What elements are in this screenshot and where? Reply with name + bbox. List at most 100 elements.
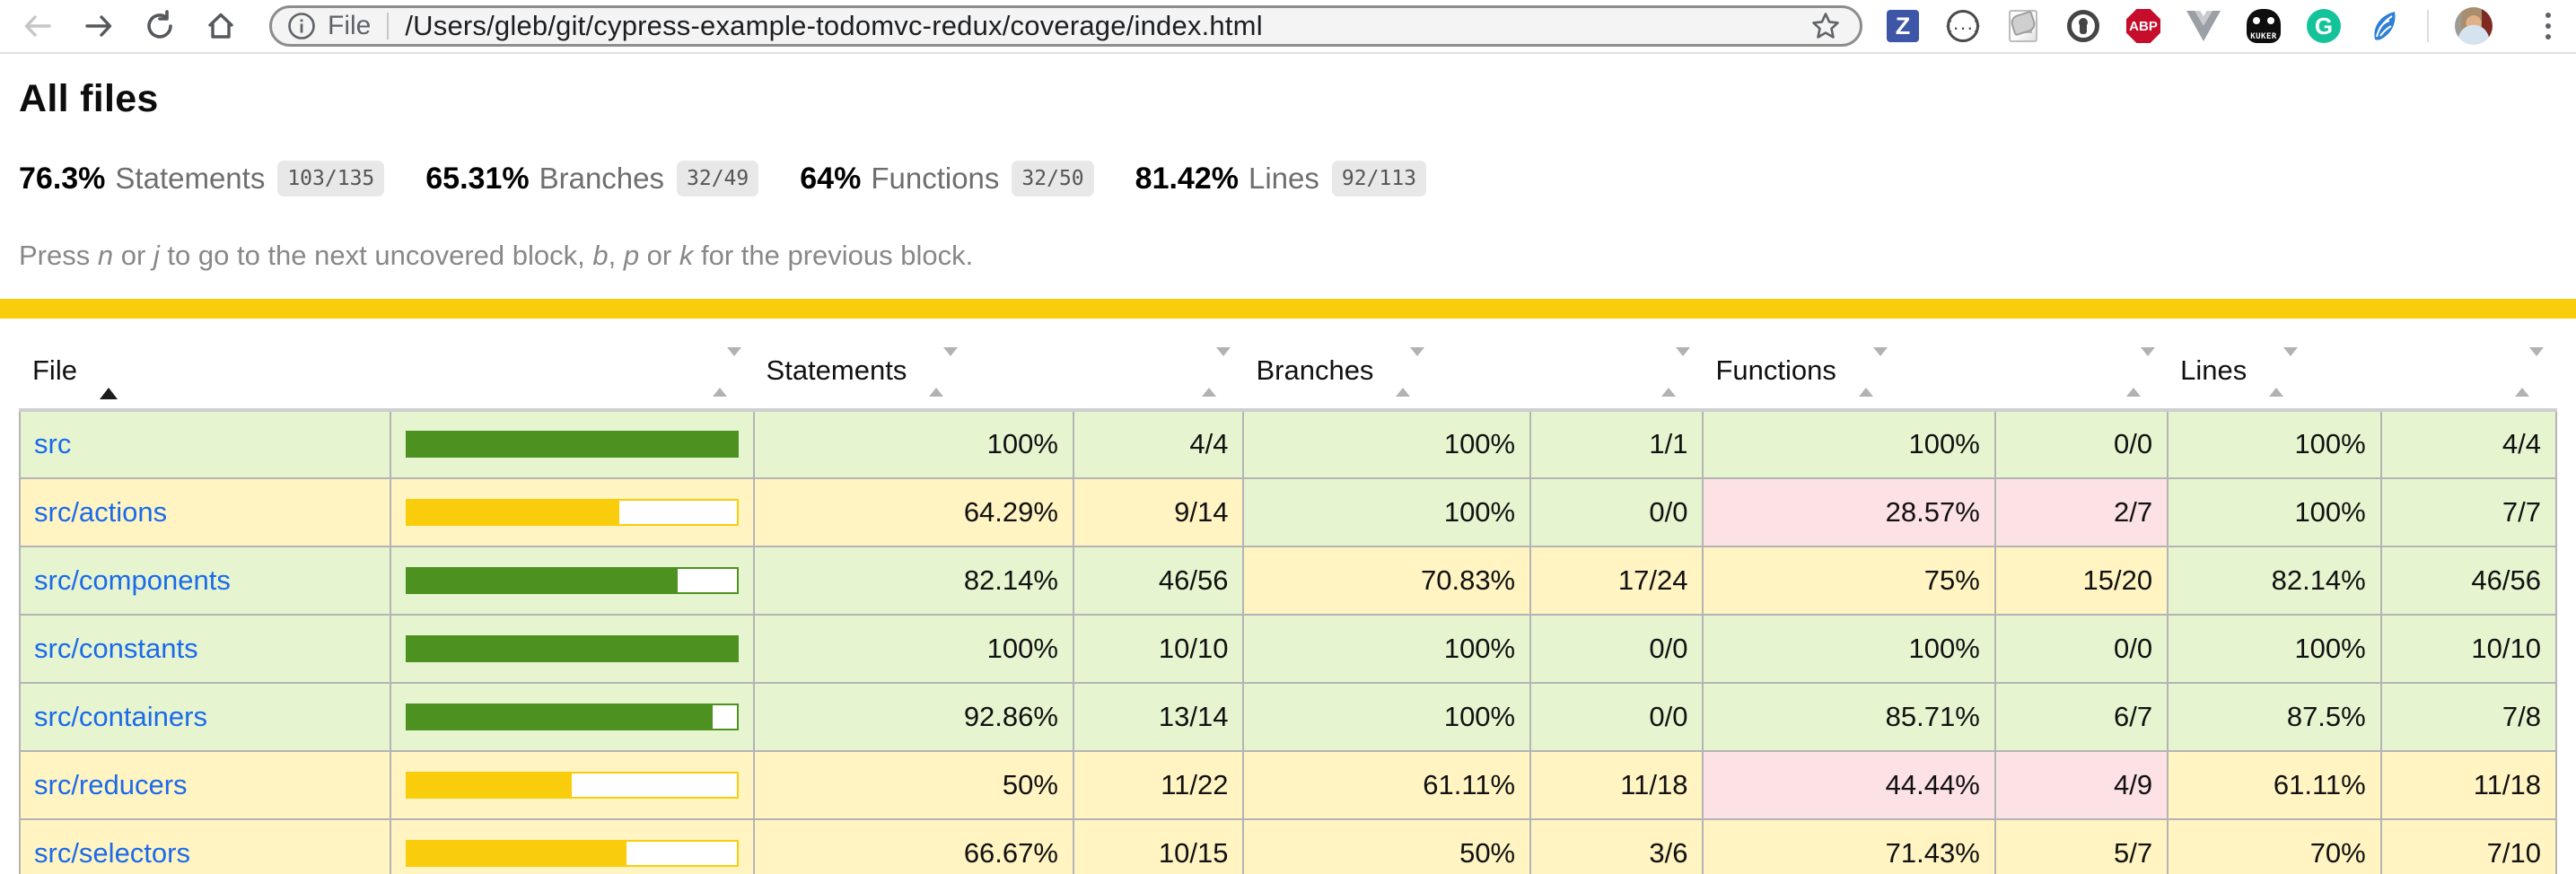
- file-link[interactable]: src/actions: [34, 495, 168, 528]
- branches-raw-cell: 0/0: [1529, 613, 1704, 684]
- sort-icon[interactable]: [2515, 346, 2544, 397]
- functions-raw-cell: 6/7: [1993, 681, 2169, 752]
- grammarly-extension-icon[interactable]: G: [2307, 9, 2341, 43]
- json-viewer-extension-icon[interactable]: {...}: [1945, 9, 1981, 43]
- branches-pct-cell: 70.83%: [1242, 545, 1532, 616]
- functions-label: Functions: [871, 162, 1000, 195]
- feather-extension-icon[interactable]: [2367, 9, 2401, 43]
- coverage-status-line: [0, 299, 2576, 319]
- file-link[interactable]: src/containers: [34, 700, 207, 732]
- header-lines-raw-sorter[interactable]: [2381, 331, 2556, 410]
- summary-functions: 64% Functions 32/50: [800, 161, 1094, 197]
- kuker-extension-icon[interactable]: KUKER: [2247, 9, 2281, 43]
- sort-indicator-file-asc[interactable]: [99, 355, 118, 399]
- table-row: src/constants 100% 10/10 100% 0/0 100% 0/0 100%…: [18, 613, 2558, 684]
- lines-pct-cell: 61.11%: [2167, 749, 2382, 820]
- header-functions[interactable]: Functions: [1703, 331, 1994, 410]
- file-link[interactable]: src/constants: [34, 632, 198, 664]
- profile-avatar[interactable]: [2455, 7, 2493, 45]
- branches-raw-cell: 3/6: [1529, 817, 1704, 874]
- forward-arrow-icon: [85, 15, 112, 37]
- coverage-bar-cell: [390, 817, 755, 874]
- file-cell: src/containers: [18, 681, 392, 752]
- sort-icon[interactable]: [1202, 346, 1231, 397]
- file-cell: src/selectors: [18, 817, 392, 874]
- url-scheme-chip: File: [328, 11, 372, 40]
- branches-raw-cell: 11/18: [1529, 749, 1704, 820]
- table-row: src 100% 4/4 100% 1/1 100% 0/0 100% 4/4: [18, 408, 2558, 479]
- toolbar-divider: [0, 52, 2576, 54]
- coverage-bar-cell: [390, 749, 755, 820]
- lines-percent: 81.42%: [1135, 161, 1239, 196]
- header-branches[interactable]: Branches: [1243, 331, 1530, 410]
- home-icon: [208, 13, 233, 39]
- statements-pct-cell: 64.29%: [752, 476, 1074, 547]
- file-link[interactable]: src/components: [34, 564, 231, 596]
- header-lines[interactable]: Lines: [2168, 331, 2381, 410]
- sort-icon[interactable]: [2268, 346, 2298, 397]
- branches-label: Branches: [539, 162, 665, 195]
- lines-raw-cell: 11/18: [2379, 749, 2558, 820]
- header-chart-sorter[interactable]: [390, 331, 754, 410]
- browser-menu-button[interactable]: [2542, 9, 2554, 43]
- statements-percent: 76.3%: [19, 161, 106, 196]
- table-row: src/components 82.14% 46/56 70.83% 17/24 75% 1…: [18, 545, 2558, 616]
- coverage-bar-cell: [390, 613, 755, 684]
- summary-branches: 65.31% Branches 32/49: [425, 161, 759, 197]
- onepassword-extension-icon[interactable]: [2066, 9, 2100, 43]
- statements-raw-cell: 4/4: [1072, 408, 1245, 479]
- home-button[interactable]: [203, 8, 239, 44]
- lines-pct-cell: 100%: [2167, 476, 2382, 547]
- header-statements-raw-sorter[interactable]: [1073, 331, 1244, 410]
- branches-raw-cell: 0/0: [1529, 476, 1704, 547]
- functions-pct-cell: 28.57%: [1702, 476, 1996, 547]
- url-text[interactable]: /Users/gleb/git/cypress-example-todomvc-…: [405, 10, 1263, 41]
- file-link[interactable]: src/reducers: [34, 768, 188, 800]
- table-row: src/containers 92.86% 13/14 100% 0/0 85.71% 6/…: [18, 681, 2558, 752]
- file-link[interactable]: src: [34, 428, 72, 460]
- address-bar[interactable]: File /Users/gleb/git/cypress-example-tod…: [269, 5, 1862, 47]
- zotero-extension-icon[interactable]: Z: [1886, 9, 1920, 43]
- sort-icon[interactable]: [712, 346, 741, 397]
- adblock-plus-extension-icon[interactable]: ABP: [2126, 9, 2160, 43]
- file-cell: src/components: [18, 545, 392, 616]
- statements-raw-cell: 10/10: [1072, 613, 1245, 684]
- page-info-icon[interactable]: [286, 11, 317, 41]
- lines-raw-cell: 7/8: [2379, 681, 2558, 752]
- branches-fraction-badge: 32/49: [677, 161, 759, 197]
- bookmark-star-icon[interactable]: [1809, 10, 1842, 42]
- coverage-bar: [406, 431, 739, 459]
- extensions-row: Z {...} ABP KUKER G: [1886, 7, 2554, 45]
- header-statements[interactable]: Statements: [754, 331, 1073, 410]
- sort-icon[interactable]: [2126, 346, 2156, 397]
- sort-icon[interactable]: [1858, 346, 1888, 397]
- file-link[interactable]: src/selectors: [34, 836, 190, 869]
- coverage-bar-cell: [390, 476, 755, 547]
- header-branches-raw-sorter[interactable]: [1530, 331, 1703, 410]
- back-button[interactable]: [20, 8, 56, 44]
- sort-icon[interactable]: [1661, 346, 1691, 397]
- lines-raw-cell: 7/10: [2379, 817, 2558, 874]
- script-page-extension-icon[interactable]: [2006, 9, 2040, 43]
- coverage-bar: [406, 771, 739, 799]
- functions-raw-cell: 5/7: [1993, 817, 2169, 874]
- header-functions-raw-sorter[interactable]: [1995, 331, 2168, 410]
- summary-lines: 81.42% Lines 92/113: [1135, 161, 1426, 197]
- lines-pct-cell: 87.5%: [2167, 681, 2382, 752]
- header-file[interactable]: File: [20, 331, 390, 410]
- sort-icon[interactable]: [928, 346, 958, 397]
- forward-button[interactable]: [81, 8, 117, 44]
- functions-fraction-badge: 32/50: [1012, 161, 1094, 197]
- functions-pct-cell: 75%: [1702, 545, 1996, 616]
- sort-icon[interactable]: [1396, 346, 1425, 397]
- browser-toolbar: File /Users/gleb/git/cypress-example-tod…: [0, 0, 2576, 52]
- reload-button[interactable]: [142, 8, 178, 44]
- statements-pct-cell: 100%: [752, 408, 1074, 479]
- coverage-bar: [406, 498, 739, 526]
- statements-pct-cell: 50%: [752, 749, 1074, 820]
- statements-pct-cell: 82.14%: [752, 545, 1074, 616]
- vue-devtools-extension-icon[interactable]: [2186, 9, 2221, 43]
- lines-raw-cell: 7/7: [2379, 476, 2558, 547]
- functions-raw-cell: 15/20: [1993, 545, 2169, 616]
- lines-pct-cell: 82.14%: [2167, 545, 2382, 616]
